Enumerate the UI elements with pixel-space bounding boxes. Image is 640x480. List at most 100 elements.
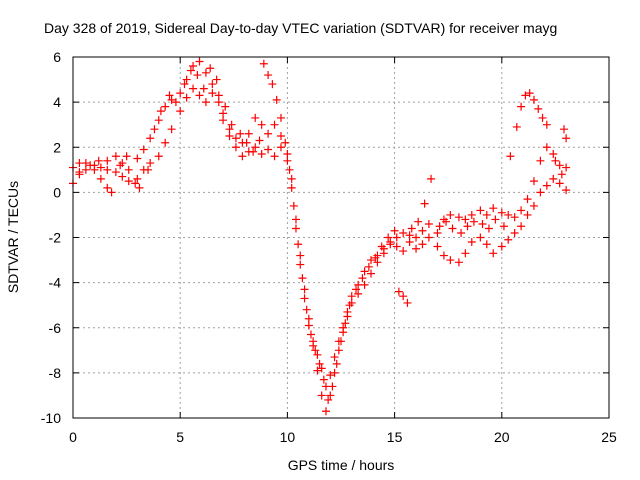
data-point-track-3 — [165, 91, 174, 100]
data-point-track-1 — [354, 289, 363, 298]
data-point-track-3 — [131, 179, 140, 188]
data-point-track-1 — [367, 269, 376, 278]
data-point-track-3 — [171, 98, 180, 107]
data-point-track-3 — [557, 170, 566, 179]
data-point-track-1 — [291, 215, 300, 224]
data-point-track-3 — [259, 59, 268, 68]
data-point-track-3 — [352, 285, 361, 294]
data-point-track-3 — [525, 89, 534, 98]
data-point-track-1 — [523, 195, 532, 204]
data-point-track-3 — [521, 91, 530, 100]
data-point-track-3 — [255, 136, 264, 145]
data-point-track-2 — [103, 165, 112, 174]
data-point-track-3 — [206, 64, 215, 73]
y-tick-label: -8 — [49, 365, 62, 381]
data-point-track-1 — [103, 156, 112, 165]
data-point-track-3 — [328, 382, 337, 391]
x-tick-label: 25 — [601, 429, 617, 445]
data-point-track-3 — [371, 253, 380, 262]
data-point-track-1 — [517, 206, 526, 215]
data-point-track-3 — [236, 129, 245, 138]
data-point-track-2 — [542, 181, 551, 190]
data-point-track-3 — [199, 84, 208, 93]
data-point-track-1 — [287, 174, 296, 183]
data-point-track-3 — [435, 222, 444, 231]
data-point-track-3 — [264, 71, 273, 80]
data-point-track-2 — [283, 156, 292, 165]
data-point-track-2 — [75, 170, 84, 179]
data-point-track-3 — [341, 319, 350, 328]
data-point-track-1 — [412, 233, 421, 242]
data-point-track-2 — [497, 242, 506, 251]
data-point-track-1 — [317, 391, 326, 400]
data-point-track-1 — [219, 109, 228, 118]
data-point-track-1 — [418, 226, 427, 235]
data-point-track-2 — [399, 247, 408, 256]
data-point-track-3 — [319, 375, 328, 384]
data-point-track-3 — [227, 120, 236, 129]
data-point-track-2 — [208, 89, 217, 98]
data-point-track-2 — [482, 240, 491, 249]
data-point-track-1 — [161, 102, 170, 111]
data-point-track-2 — [412, 244, 421, 253]
y-tick-label: -10 — [41, 410, 61, 426]
x-axis: 0 5 10 15 20 25 — [69, 57, 617, 445]
data-point-track-2 — [270, 152, 279, 161]
data-point-track-1 — [326, 391, 335, 400]
data-point-track-1 — [461, 215, 470, 224]
data-point-track-3 — [135, 183, 144, 192]
data-point-track-2 — [154, 152, 163, 161]
data-point-track-3 — [538, 113, 547, 122]
data-point-track-2 — [161, 138, 170, 147]
data-point-track-2 — [146, 159, 155, 168]
data-point-track-3 — [276, 113, 285, 122]
data-point-track-2 — [424, 233, 433, 242]
data-point-track-2 — [489, 249, 498, 258]
data-point-track-3 — [394, 287, 403, 296]
data-point-track-2 — [124, 177, 133, 186]
data-point-track-2 — [176, 107, 185, 116]
data-point-track-3 — [94, 156, 103, 165]
data-point-track-2 — [504, 235, 513, 244]
data-point-track-2 — [81, 165, 90, 174]
data-point-track-3 — [311, 346, 320, 355]
data-point-track-2 — [536, 188, 545, 197]
data-point-track-2 — [231, 143, 240, 152]
data-point-track-1 — [467, 210, 476, 219]
data-point-track-3 — [448, 224, 457, 233]
data-point-track-2 — [339, 323, 348, 332]
y-axis: -10 -8 -6 -4 -2 0 2 4 6 — [41, 49, 609, 426]
data-point-track-3 — [332, 359, 341, 368]
data-point-track-3 — [499, 222, 508, 231]
data-point-track-3 — [484, 224, 493, 233]
data-point-track-3 — [420, 199, 429, 208]
data-point-track-3 — [268, 80, 277, 89]
data-point-track-1 — [214, 91, 223, 100]
y-tick-label: -6 — [49, 320, 62, 336]
data-point-track-1 — [504, 210, 513, 219]
data-point-track-2 — [225, 131, 234, 140]
data-point-track-2 — [276, 143, 285, 152]
data-point-track-1 — [167, 95, 176, 104]
data-point-track-1 — [542, 143, 551, 152]
data-point-track-3 — [491, 215, 500, 224]
data-point-track-3 — [542, 120, 551, 129]
data-point-track-1 — [276, 131, 285, 140]
y-axis-label: SDTVAR / TECUs — [5, 181, 21, 293]
data-point-track-2 — [367, 256, 376, 265]
data-point-track-1 — [300, 285, 309, 294]
data-point-track-1 — [489, 204, 498, 213]
x-axis-label: GPS time / hours — [288, 457, 395, 473]
data-point-track-2 — [446, 256, 455, 265]
data-point-track-1 — [476, 206, 485, 215]
data-point-track-3 — [427, 174, 436, 183]
data-point-track-2 — [201, 98, 210, 107]
data-point-track-3 — [144, 165, 153, 174]
data-point-track-1 — [111, 152, 120, 161]
data-point-track-1 — [536, 156, 545, 165]
data-point-track-1 — [446, 210, 455, 219]
data-point-track-3 — [407, 224, 416, 233]
data-point-track-2 — [304, 321, 313, 330]
data-point-track-2 — [317, 364, 326, 373]
data-point-track-1 — [334, 346, 343, 355]
